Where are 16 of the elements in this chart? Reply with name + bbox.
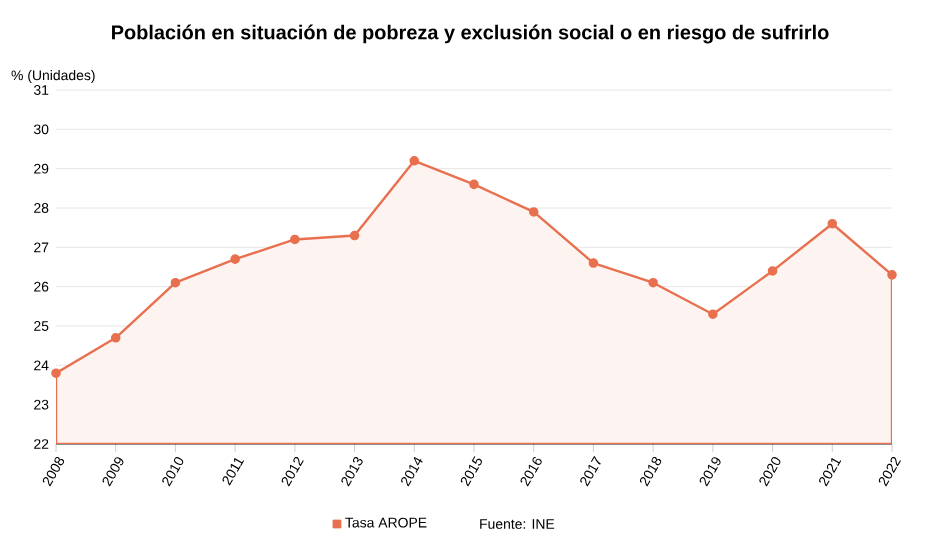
point (170, 277, 181, 288)
point (528, 207, 539, 217)
chart-title: Población en situación de pobreza y exclusión social o en riesgo de sufrirlo (112, 24, 829, 44)
point (469, 179, 479, 190)
point (230, 254, 240, 264)
point (648, 277, 658, 288)
point (827, 218, 838, 229)
point (708, 309, 718, 319)
point (349, 230, 360, 241)
point (887, 270, 897, 280)
point (51, 368, 61, 378)
point (110, 333, 121, 343)
point (409, 156, 420, 166)
point (588, 258, 599, 268)
point (290, 234, 300, 245)
point (767, 266, 778, 276)
